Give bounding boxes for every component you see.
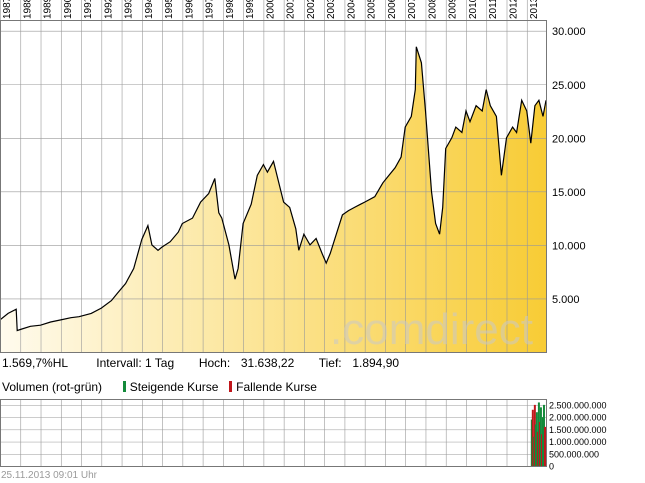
volume-bar	[531, 409, 534, 466]
x-tick-label: 1991	[83, 0, 94, 19]
volume-bar	[539, 407, 542, 466]
volume-frame	[0, 399, 547, 467]
x-tick-label: 1996	[184, 0, 195, 19]
volume-tick-label: 1.000.000.000	[549, 437, 607, 447]
interval-value: 1 Tag	[145, 356, 175, 370]
x-tick-label: 2002	[306, 0, 317, 19]
x-tick-label: 1997	[205, 0, 216, 19]
y-tick-label: 15.000	[552, 187, 586, 199]
volume-bar	[534, 424, 537, 466]
interval-label: Intervall:	[96, 356, 142, 370]
x-tick-label: 1993	[124, 0, 135, 19]
high-label: Hoch:	[198, 356, 231, 370]
x-tick-label: 1998	[225, 0, 236, 19]
volume-bar	[540, 434, 543, 466]
x-tick-label: 1987	[2, 0, 13, 19]
x-tick-label: 1999	[245, 0, 256, 19]
x-tick-label: 1995	[164, 0, 175, 19]
info-bar: 1.569,7%HL Intervall: 1 Tag Hoch: 31.638…	[2, 356, 399, 370]
volume-bar	[542, 404, 545, 466]
rising-swatch	[122, 381, 126, 392]
plot-frame	[0, 20, 547, 353]
x-tick-label: 1994	[144, 0, 155, 19]
timestamp: 25.11.2013 09:01 Uhr	[1, 470, 98, 481]
x-tick-label: 2010	[468, 0, 479, 19]
x-tick-label: 1989	[43, 0, 54, 19]
x-tick-label: 2005	[367, 0, 378, 19]
price-line	[0, 46, 547, 332]
falling-swatch	[229, 381, 233, 392]
volume-tick-label: 2.500.000.000	[549, 400, 607, 410]
volume-bar	[543, 426, 546, 466]
x-tick-label: 1988	[22, 0, 33, 19]
volume-tick-label: 500.000.000	[549, 449, 599, 459]
x-tick-label: 2013	[529, 0, 540, 19]
volume-bar	[537, 402, 540, 466]
low-value: 1.894,90	[352, 356, 400, 370]
watermark: .comdirect	[330, 305, 533, 354]
x-tick-label: 2001	[286, 0, 297, 19]
volume-bar	[541, 417, 544, 466]
x-tick-label: 2004	[346, 0, 357, 19]
y-tick-label: 25.000	[552, 80, 586, 92]
legend-rising: Steigende Kurse	[129, 380, 219, 394]
volume-bar	[538, 422, 541, 466]
volume-bar	[530, 419, 533, 466]
x-tick-label: 2006	[387, 0, 398, 19]
y-tick-label: 30.000	[552, 26, 586, 38]
y-tick-label: 20.000	[552, 133, 586, 145]
price-area	[0, 46, 546, 353]
volume-tick-label: 1.500.000.000	[549, 425, 607, 435]
volume-tick-label: 0	[549, 462, 554, 472]
high-value: 31.638,22	[240, 356, 295, 370]
volume-tick-label: 2.000.000.000	[549, 413, 607, 423]
volume-legend: Volumen (rot-grün) Steigende Kurse Falle…	[2, 380, 317, 394]
x-tick-label: 2007	[407, 0, 418, 19]
x-tick-label: 2012	[508, 0, 519, 19]
volume-bar	[533, 404, 536, 466]
volume-title: Volumen (rot-grün)	[2, 380, 103, 394]
volume-bar	[535, 412, 538, 466]
x-tick-label: 1990	[63, 0, 74, 19]
x-tick-label: 2003	[326, 0, 337, 19]
x-tick-label: 2000	[265, 0, 276, 19]
x-tick-label: 2011	[488, 0, 499, 19]
y-tick-label: 10.000	[552, 240, 586, 252]
volume-bar	[536, 431, 539, 466]
y-tick-label: 5.000	[552, 294, 580, 306]
change-value: 1.569,7%HL	[2, 356, 68, 370]
x-tick-label: 1992	[103, 0, 114, 19]
x-tick-label: 2008	[427, 0, 438, 19]
x-tick-label: 2009	[448, 0, 459, 19]
low-label: Tief:	[318, 356, 342, 370]
volume-bar	[532, 436, 535, 466]
legend-falling: Fallende Kurse	[236, 380, 317, 394]
